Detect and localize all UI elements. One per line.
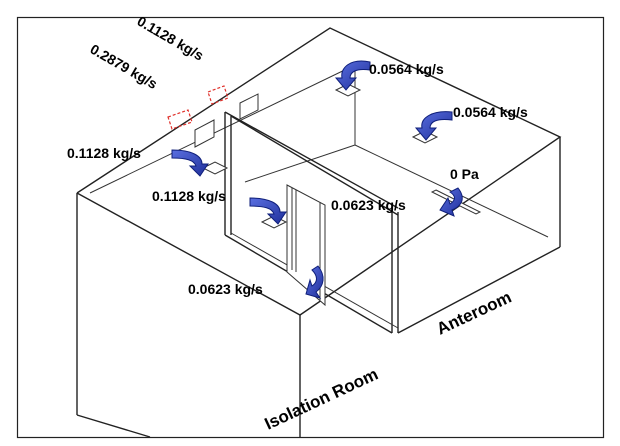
label-door-flow-isolation: 0.0623 kg/s	[188, 281, 263, 297]
curved-arrow-icon	[334, 60, 371, 91]
vent-icon	[194, 119, 215, 148]
curved-arrow-icon	[439, 187, 463, 217]
exhaust-marker-icon	[207, 85, 229, 105]
exhaust-marker-icon	[167, 109, 193, 130]
curved-arrow-icon	[414, 111, 453, 141]
label-supply-top-angled: 0.1128 kg/s	[135, 13, 207, 64]
exhaust-markers	[167, 85, 229, 130]
vent-icon	[239, 93, 259, 120]
label-exhaust-angled: 0.2879 kg/s	[88, 41, 161, 92]
label-isolation-supply-left: 0.1128 kg/s	[67, 145, 141, 161]
label-anteroom-supply-2: 0.0564 kg/s	[453, 104, 528, 120]
curved-arrow-icon	[305, 265, 324, 299]
room-label-isolation: Isolation Room	[262, 365, 381, 434]
curved-arrow-icon	[249, 197, 287, 225]
label-anteroom-supply-1: 0.0564 kg/s	[369, 61, 444, 77]
label-door-flow-anteroom: 0.0623 kg/s	[331, 197, 406, 213]
frame-border	[16, 16, 605, 439]
label-isolation-supply-center: 0.1128 kg/s	[152, 188, 226, 204]
vents	[194, 83, 482, 229]
curved-arrow-icon	[171, 149, 209, 177]
vent-icon	[201, 161, 229, 175]
building-wireframe	[76, 27, 562, 438]
label-anteroom-pressure: 0 Pa	[450, 166, 479, 182]
room-label-anteroom: Anteroom	[434, 287, 515, 338]
flow-arrows	[171, 60, 463, 299]
